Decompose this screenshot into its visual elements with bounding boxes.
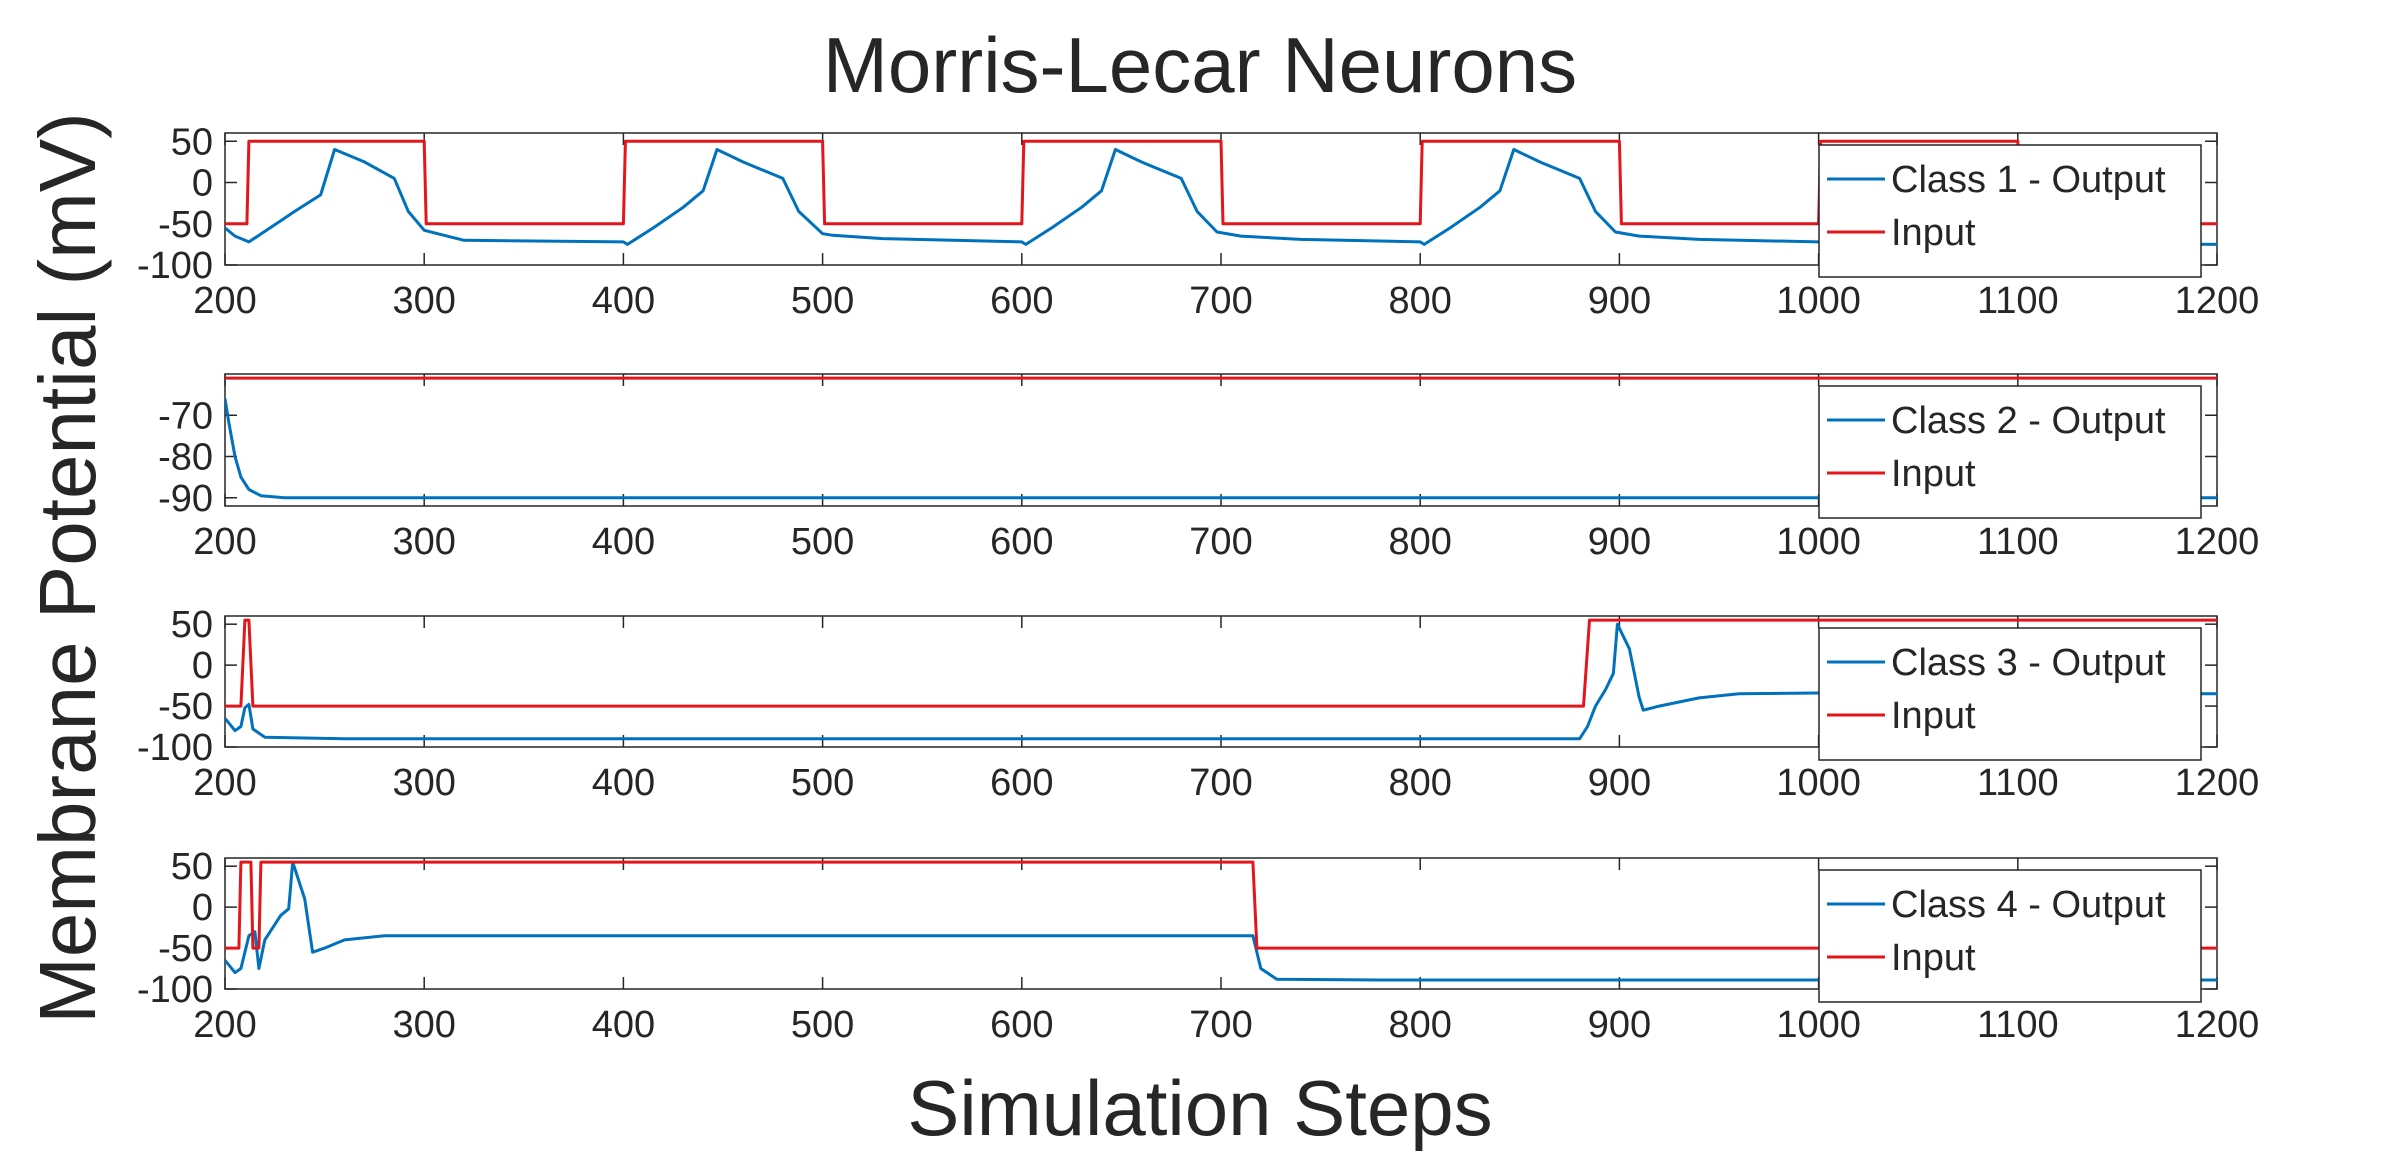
series-lines [225, 618, 2217, 741]
x-tick-label: 400 [592, 521, 655, 563]
series-lines [225, 376, 2217, 500]
chart-title: Morris-Lecar Neurons [823, 21, 1577, 109]
series-lines [225, 860, 2217, 982]
y-tick-label: -50 [158, 204, 213, 246]
legend: Class 4 - Output Input [1818, 869, 2202, 1003]
x-tick-label: 1000 [1776, 280, 1861, 322]
x-tick-label: 600 [990, 280, 1053, 322]
x-tick-label: 500 [791, 762, 854, 804]
x-tick-label: 1200 [2175, 521, 2260, 563]
legend-entry: Input [1891, 453, 1976, 495]
x-tick-label: 400 [592, 280, 655, 322]
x-tick-label: 800 [1388, 280, 1451, 322]
input-series-line [225, 860, 2217, 950]
legend-box [1818, 869, 2202, 1003]
x-tick-label: 1000 [1776, 762, 1861, 804]
y-tick-label: -100 [137, 245, 213, 287]
x-axis-label: Simulation Steps [907, 1064, 1492, 1152]
x-tick-label: 1100 [1977, 762, 2059, 804]
x-tick-label: 900 [1588, 521, 1651, 563]
y-tick-label: -100 [137, 969, 213, 1011]
y-tick-label: -70 [158, 395, 213, 437]
y-tick-label: -90 [158, 478, 213, 520]
legend-entry: Class 4 - Output [1891, 884, 2166, 926]
output-series-line [225, 148, 2217, 246]
y-axis-label: Membrane Potential (mV) [23, 112, 112, 1023]
legend-entry: Class 2 - Output [1891, 400, 2166, 442]
y-tick-label: 0 [192, 163, 213, 205]
legend-box [1818, 627, 2202, 761]
subplot-3: 200 300 400 500 600 700 800 900 1000 1100 1200500-… [137, 604, 2259, 804]
x-tick-label: 1200 [2175, 1004, 2260, 1046]
y-tick-label: -50 [158, 686, 213, 728]
legend-entry: Input [1891, 937, 1976, 979]
legend-entry: Input [1891, 695, 1976, 737]
x-tick-label: 700 [1189, 1004, 1252, 1046]
legend-box [1818, 144, 2202, 278]
x-tick-label: 700 [1189, 762, 1252, 804]
x-tick-label: 300 [392, 280, 455, 322]
y-tick-label: 0 [192, 887, 213, 929]
legend-box [1818, 385, 2202, 519]
x-tick-label: 300 [392, 1004, 455, 1046]
legend: Class 2 - Output Input [1818, 385, 2202, 519]
subplot-grid: 200 300 400 500 600 700 800 900 1000 1100 1200500-… [137, 121, 2259, 1046]
x-tick-label: 900 [1588, 280, 1651, 322]
subplot-4: 200 300 400 500 600 700 800 900 1000 1100 1200500-… [137, 846, 2259, 1046]
x-tick-label: 800 [1388, 762, 1451, 804]
x-tick-label: 700 [1189, 521, 1252, 563]
x-tick-label: 1000 [1776, 1004, 1861, 1046]
x-tick-label: 900 [1588, 762, 1651, 804]
x-tick-label: 600 [990, 1004, 1053, 1046]
x-tick-label: 200 [193, 1004, 256, 1046]
subplot-2: 200 300 400 500 600 700 800 900 1000 1100 1200-70-… [158, 373, 2260, 563]
x-tick-label: 300 [392, 762, 455, 804]
x-tick-label: 1100 [1977, 280, 2059, 322]
x-tick-label: 600 [990, 521, 1053, 563]
legend: Class 3 - Output Input [1818, 627, 2202, 761]
y-tick-label: 0 [192, 645, 213, 687]
legend-entry: Class 3 - Output [1891, 642, 2166, 684]
x-tick-label: 500 [791, 521, 854, 563]
output-series-line [225, 860, 2217, 982]
x-tick-label: 800 [1388, 521, 1451, 563]
x-tick-label: 200 [193, 280, 256, 322]
x-tick-label: 500 [791, 280, 854, 322]
x-tick-label: 1100 [1977, 521, 2059, 563]
x-tick-label: 400 [592, 762, 655, 804]
x-tick-label: 900 [1588, 1004, 1651, 1046]
x-tick-label: 1200 [2175, 280, 2260, 322]
x-tick-label: 200 [193, 521, 256, 563]
x-tick-label: 600 [990, 762, 1053, 804]
x-tick-label: 800 [1388, 1004, 1451, 1046]
output-series-line [225, 398, 2217, 500]
x-tick-label: 1200 [2175, 762, 2260, 804]
x-tick-label: 300 [392, 521, 455, 563]
x-tick-label: 700 [1189, 280, 1252, 322]
subplot-1: 200 300 400 500 600 700 800 900 1000 1100 1200500-… [137, 121, 2259, 322]
output-series-line [225, 622, 2217, 741]
x-tick-label: 400 [592, 1004, 655, 1046]
x-tick-label: 200 [193, 762, 256, 804]
input-series-line [225, 618, 2217, 708]
legend-entry: Input [1891, 212, 1976, 254]
x-tick-label: 1100 [1977, 1004, 2059, 1046]
y-tick-label: -50 [158, 928, 213, 970]
x-tick-label: 500 [791, 1004, 854, 1046]
x-tick-label: 1000 [1776, 521, 1861, 563]
legend-entry: Class 1 - Output [1891, 159, 2166, 201]
y-tick-label: 50 [171, 604, 213, 646]
y-tick-label: -80 [158, 437, 213, 479]
y-tick-label: 50 [171, 121, 213, 163]
y-tick-label: -100 [137, 727, 213, 769]
legend: Class 1 - Output Input [1818, 144, 2202, 278]
y-tick-label: 50 [171, 846, 213, 888]
